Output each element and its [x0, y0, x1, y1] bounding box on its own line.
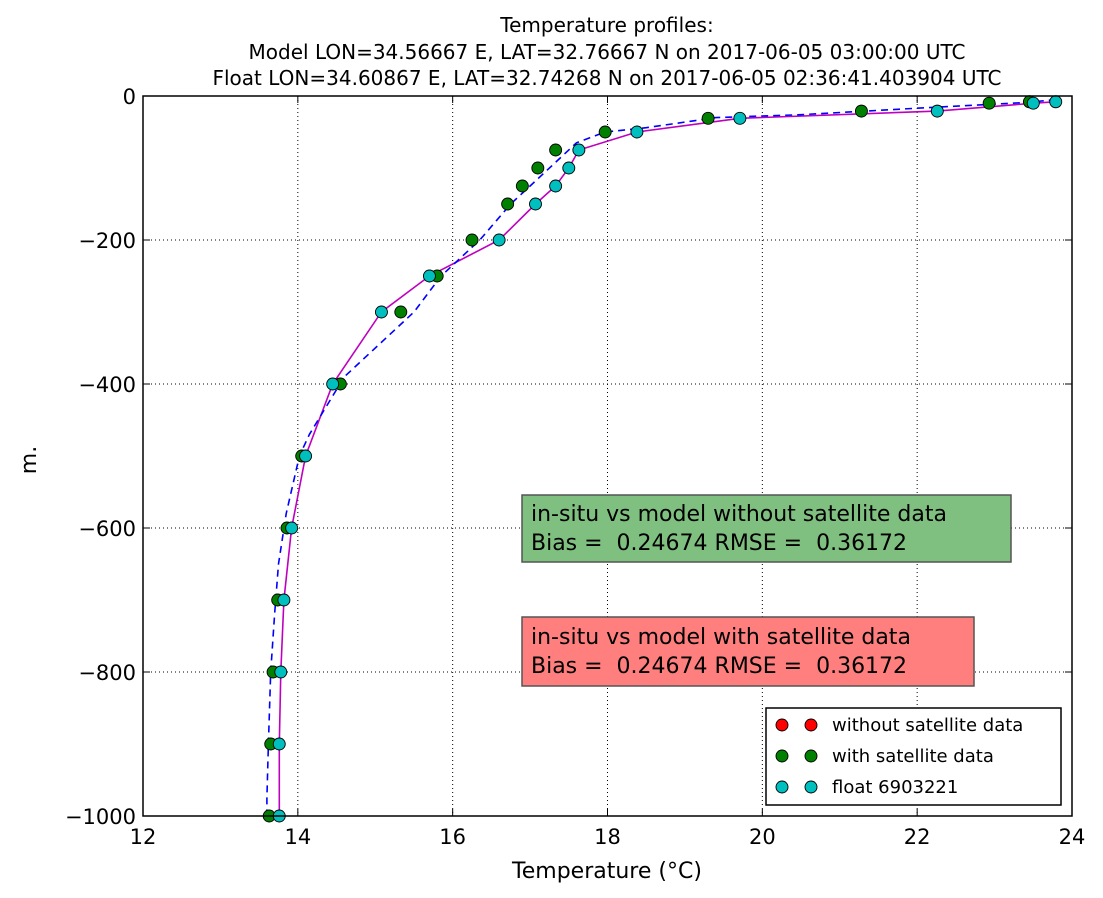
- data-point: [1026, 96, 1040, 110]
- legend-label: without satellite data: [832, 715, 1023, 736]
- data-point: [272, 737, 286, 751]
- x-tick-label: 18: [594, 825, 621, 849]
- data-point: [501, 197, 515, 211]
- data-point: [515, 179, 529, 193]
- data-point: [274, 665, 288, 679]
- data-point: [326, 377, 340, 391]
- annotation-box: [521, 616, 975, 687]
- x-tick-label: 20: [749, 825, 776, 849]
- data-point: [531, 161, 545, 175]
- data-point: [733, 111, 747, 125]
- chart-title-line-3: Float LON=34.60867 E, LAT=32.74268 N on …: [213, 66, 1002, 90]
- data-point: [854, 104, 868, 118]
- data-point: [630, 125, 644, 139]
- legend-marker: [804, 718, 818, 732]
- dashed-profile-line: [266, 98, 1056, 816]
- x-tick-label: 16: [439, 825, 466, 849]
- annotation-text: Bias = 0.24674 RMSE = 0.36172: [531, 654, 907, 679]
- x-tick-label: 24: [1059, 825, 1086, 849]
- y-axis-label: m.: [17, 446, 42, 474]
- data-point: [465, 233, 479, 247]
- data-point: [394, 305, 408, 319]
- x-tick-label: 12: [130, 825, 157, 849]
- legend-marker: [775, 749, 789, 763]
- annotation-without-satellite: in-situ vs model without satellite data B…: [521, 494, 1012, 563]
- y-tick-label: −1000: [65, 805, 136, 829]
- data-point: [374, 305, 388, 319]
- annotation-boxes: in-situ vs model without satellite data B…: [521, 494, 1012, 687]
- data-point: [549, 179, 563, 193]
- chart-title-line-2: Model LON=34.56667 E, LAT=32.76667 N on …: [249, 40, 966, 64]
- annotation-with-satellite: in-situ vs model with satellite data Bias…: [521, 616, 975, 687]
- data-point: [562, 161, 576, 175]
- data-point: [277, 593, 291, 607]
- data-point: [422, 269, 436, 283]
- data-point: [598, 125, 612, 139]
- data-point: [930, 104, 944, 118]
- y-tick-label: −600: [78, 517, 136, 541]
- annotation-text: Bias = 0.24674 RMSE = 0.36172: [531, 531, 907, 556]
- data-point: [701, 111, 715, 125]
- x-tick-label: 14: [284, 825, 311, 849]
- annotation-text: in-situ vs model without satellite data: [531, 502, 947, 527]
- data-point: [549, 143, 563, 157]
- data-point: [982, 96, 996, 110]
- legend-item: without satellite data: [775, 715, 1023, 736]
- y-tick-label: 0: [123, 85, 136, 109]
- x-axis-label: Temperature (°C): [511, 859, 702, 884]
- chart-title-line-1: Temperature profiles:: [499, 13, 713, 37]
- legend-marker: [775, 718, 789, 732]
- data-point: [1049, 95, 1063, 109]
- series-float-6903221: [272, 95, 1063, 823]
- legend-item: float 6903221: [775, 777, 958, 798]
- legend-marker: [804, 780, 818, 794]
- data-point: [285, 521, 299, 535]
- legend-label: float 6903221: [832, 777, 958, 798]
- annotation-box: [521, 494, 1012, 563]
- legend-item: with satellite data: [775, 746, 994, 767]
- legend-marker: [804, 749, 818, 763]
- data-point: [492, 233, 506, 247]
- legend: without satellite data with satellite dat…: [765, 707, 1062, 806]
- data-point: [299, 449, 313, 463]
- y-tick-label: −400: [78, 373, 136, 397]
- legend-label: with satellite data: [832, 746, 994, 767]
- y-tick-label: −200: [78, 229, 136, 253]
- plot-series: [262, 95, 1063, 823]
- data-point: [572, 143, 586, 157]
- x-tick-label: 22: [904, 825, 931, 849]
- data-point: [529, 197, 542, 211]
- axis-ticks: 12 14 16 18 20 22 24 0 −200 −400 −600 −800 −1000: [65, 85, 1085, 849]
- legend-marker: [775, 780, 789, 794]
- annotation-text: in-situ vs model with satellite data: [531, 625, 911, 650]
- y-tick-label: −800: [78, 661, 136, 685]
